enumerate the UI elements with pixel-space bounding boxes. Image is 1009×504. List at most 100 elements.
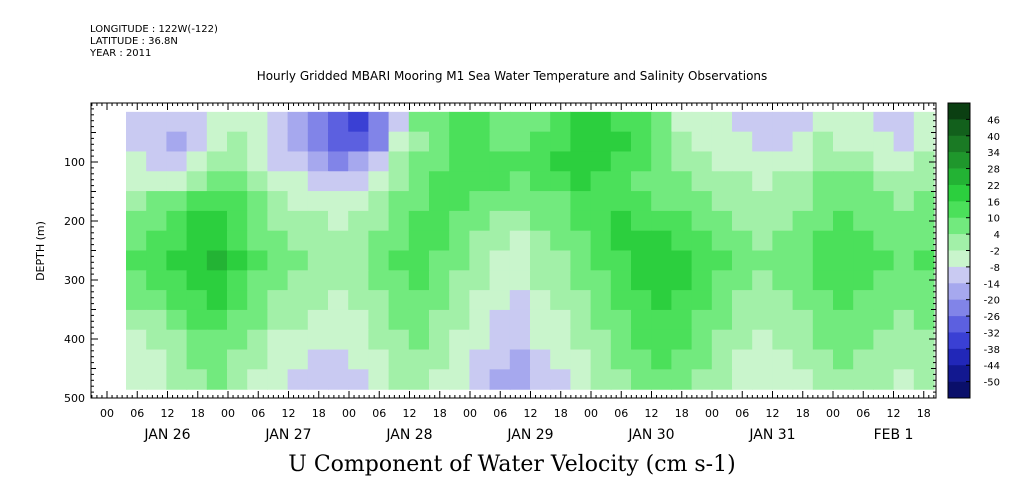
- heatmap-cell: [752, 230, 773, 252]
- heatmap-cell: [267, 369, 289, 390]
- colorbar-swatch: [948, 266, 970, 284]
- heatmap-cell: [590, 329, 612, 351]
- x-hour-label: 18: [312, 407, 326, 420]
- heatmap-cell: [247, 191, 268, 212]
- heatmap-cell: [287, 329, 309, 351]
- colorbar-label: 22: [987, 181, 1000, 192]
- x-day-label: JAN 28: [385, 427, 432, 443]
- heatmap-cell: [772, 250, 794, 271]
- heatmap-cell: [893, 111, 915, 133]
- heatmap-cell: [368, 191, 390, 212]
- heatmap-cell: [792, 270, 814, 291]
- heatmap-cell: [307, 290, 329, 311]
- heatmap-cell: [913, 131, 935, 153]
- heatmap-cell: [307, 210, 329, 232]
- heatmap-cell: [469, 131, 491, 153]
- heatmap-cell: [732, 230, 753, 252]
- heatmap-cell: [610, 270, 632, 291]
- heatmap-cell: [206, 290, 228, 311]
- heatmap-cell: [530, 230, 551, 252]
- x-hour-label: 06: [372, 407, 386, 420]
- heatmap-cell: [186, 131, 208, 153]
- heatmap-cell: [429, 369, 450, 390]
- heatmap-cell: [772, 290, 794, 311]
- heatmap-cell: [429, 151, 450, 172]
- heatmap-cell: [590, 349, 612, 370]
- heatmap-cell: [590, 171, 612, 192]
- heatmap-cell: [752, 191, 773, 212]
- heatmap-cell: [873, 309, 895, 331]
- heatmap-cell: [429, 270, 450, 291]
- colorbar-swatch: [948, 365, 970, 382]
- heatmap-cell: [126, 270, 147, 291]
- heatmap-cell: [307, 111, 329, 133]
- heatmap-cell: [792, 250, 814, 271]
- colorbar-label: -32: [984, 328, 1000, 339]
- heatmap-cell: [893, 210, 915, 232]
- heatmap-cell: [388, 210, 410, 232]
- heatmap-cell: [146, 191, 167, 212]
- heatmap-cell: [893, 250, 915, 271]
- heatmap-cell: [388, 349, 410, 370]
- heatmap-cell: [570, 131, 592, 153]
- heatmap-cell: [833, 349, 854, 370]
- heatmap-cell: [792, 369, 814, 390]
- axis-ticks: 100 200 300 400 500 00 06 12 18 00 06 12 18 00 06 12 18 0…: [64, 102, 936, 443]
- colorbar-swatch: [948, 348, 970, 366]
- heatmap-cell: [631, 369, 652, 390]
- heatmap-cell: [348, 151, 369, 172]
- heatmap-cell: [691, 111, 713, 133]
- heatmap-cell: [833, 329, 854, 351]
- heatmap-cell: [227, 171, 248, 192]
- heatmap-cell: [166, 250, 188, 271]
- heatmap-cell: [408, 171, 430, 192]
- heatmap-cell: [368, 230, 390, 252]
- heatmap-cell: [449, 250, 470, 271]
- heatmap-cell: [408, 250, 430, 271]
- heatmap-cell: [610, 369, 632, 390]
- heatmap-cell: [267, 290, 289, 311]
- heatmap-cell: [429, 349, 450, 370]
- heatmap-cell: [671, 329, 693, 351]
- heatmap-cell: [206, 111, 228, 133]
- heatmap-cell: [429, 131, 450, 153]
- heatmap-cell: [408, 309, 430, 331]
- heatmap-cell: [429, 329, 450, 351]
- heatmap-cell: [833, 171, 854, 192]
- heatmap-cell: [449, 171, 470, 192]
- heatmap-cell: [833, 111, 854, 133]
- heatmap-cell: [368, 349, 390, 370]
- heatmap-cell: [408, 349, 430, 370]
- heatmap-cell: [631, 151, 652, 172]
- heatmap-cell: [368, 309, 390, 331]
- heatmap-cell: [530, 191, 551, 212]
- heatmap-cell: [772, 210, 794, 232]
- heatmap-cell: [913, 210, 935, 232]
- heatmap-cell: [206, 309, 228, 331]
- x-hour-label: 00: [100, 407, 114, 420]
- heatmap-cell: [328, 111, 349, 133]
- heatmap-cell: [812, 250, 834, 271]
- heatmap-cell: [287, 270, 309, 291]
- heatmap-cell: [752, 329, 773, 351]
- heatmap-cell: [166, 270, 188, 291]
- heatmap-cell: [408, 290, 430, 311]
- heatmap-cell: [772, 111, 794, 133]
- heatmap-cell: [711, 369, 733, 390]
- heatmap-cell: [550, 369, 571, 390]
- heatmap-cell: [267, 111, 289, 133]
- heatmap-cell: [227, 230, 248, 252]
- heatmap-cell: [388, 309, 410, 331]
- x-hour-label: 00: [463, 407, 477, 420]
- heatmap-cell: [247, 349, 268, 370]
- heatmap-cell: [328, 171, 349, 192]
- heatmap-cell: [732, 191, 753, 212]
- heatmap-cell: [691, 309, 713, 331]
- heatmap-cell: [631, 270, 652, 291]
- heatmap-cell: [247, 270, 268, 291]
- heatmap-cell: [893, 151, 915, 172]
- heatmap-cell: [388, 270, 410, 291]
- heatmap-cell: [206, 210, 228, 232]
- heatmap-cell: [732, 349, 753, 370]
- heatmap-cell: [429, 191, 450, 212]
